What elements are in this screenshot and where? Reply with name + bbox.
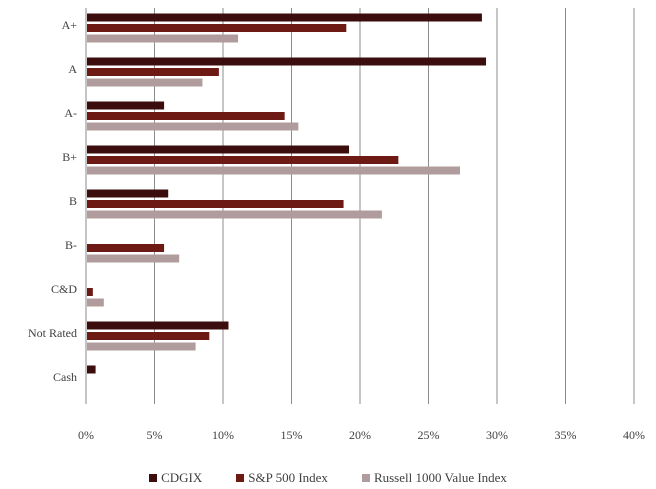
- category-label: B: [69, 194, 77, 208]
- legend-label: CDGIX: [161, 470, 203, 485]
- bar: [87, 321, 229, 330]
- legend: CDGIX S&P 500 Index Russell 1000 Value Ind…: [0, 470, 656, 486]
- legend-item: Russell 1000 Value Index: [361, 470, 507, 486]
- category-labels: A+ A A- B+ B B- C&D Not Rated Cash: [28, 18, 77, 384]
- category-label: A-: [64, 106, 77, 120]
- x-tick-label: 30%: [486, 428, 508, 442]
- legend-swatch: [149, 474, 158, 482]
- legend-item: CDGIX: [149, 470, 202, 486]
- bar: [87, 254, 180, 263]
- bar: [87, 34, 239, 43]
- bar: [87, 156, 399, 164]
- bar: [87, 189, 169, 198]
- category-label: C&D: [51, 282, 77, 296]
- bar: [87, 122, 299, 131]
- category-label: Not Rated: [28, 326, 77, 340]
- bar-chart: A+ A A- B+ B B- C&D Not Rated Cash 0% 5% 10% 15% 20%…: [28, 8, 645, 442]
- legend-swatch: [236, 474, 245, 482]
- bar: [87, 112, 285, 120]
- x-tick-label: 20%: [349, 428, 371, 442]
- category-label: A: [68, 62, 77, 76]
- bar: [87, 210, 382, 219]
- x-tick-label: 5%: [147, 428, 163, 442]
- x-tick-labels: 0% 5% 10% 15% 20% 25% 30% 35% 40%: [78, 428, 645, 442]
- bar: [87, 244, 165, 252]
- bar: [87, 68, 219, 76]
- legend-label: S&P 500 Index: [248, 470, 328, 485]
- x-tick-label: 25%: [418, 428, 440, 442]
- bar: [87, 332, 210, 340]
- bar: [87, 145, 350, 154]
- bar: [87, 365, 96, 374]
- bar: [87, 57, 487, 66]
- bar: [87, 24, 347, 32]
- category-label: Cash: [53, 370, 77, 384]
- bar: [87, 342, 196, 351]
- bar: [87, 288, 93, 296]
- x-tick-label: 0%: [78, 428, 94, 442]
- x-tick-label: 10%: [212, 428, 234, 442]
- category-label: A+: [62, 18, 78, 32]
- bar: [87, 13, 482, 22]
- bar: [87, 298, 104, 307]
- bar: [87, 78, 203, 87]
- legend-label: Russell 1000 Value Index: [373, 470, 507, 485]
- x-tick-label: 40%: [623, 428, 645, 442]
- category-label: B-: [65, 238, 77, 252]
- legend-swatch: [361, 474, 370, 482]
- bars: [87, 13, 487, 374]
- bar: [87, 166, 461, 175]
- x-tick-label: 15%: [281, 428, 303, 442]
- bar: [87, 101, 165, 110]
- legend-item: S&P 500 Index: [236, 470, 328, 486]
- category-label: B+: [62, 150, 77, 164]
- x-tick-label: 35%: [555, 428, 577, 442]
- bar: [87, 200, 344, 208]
